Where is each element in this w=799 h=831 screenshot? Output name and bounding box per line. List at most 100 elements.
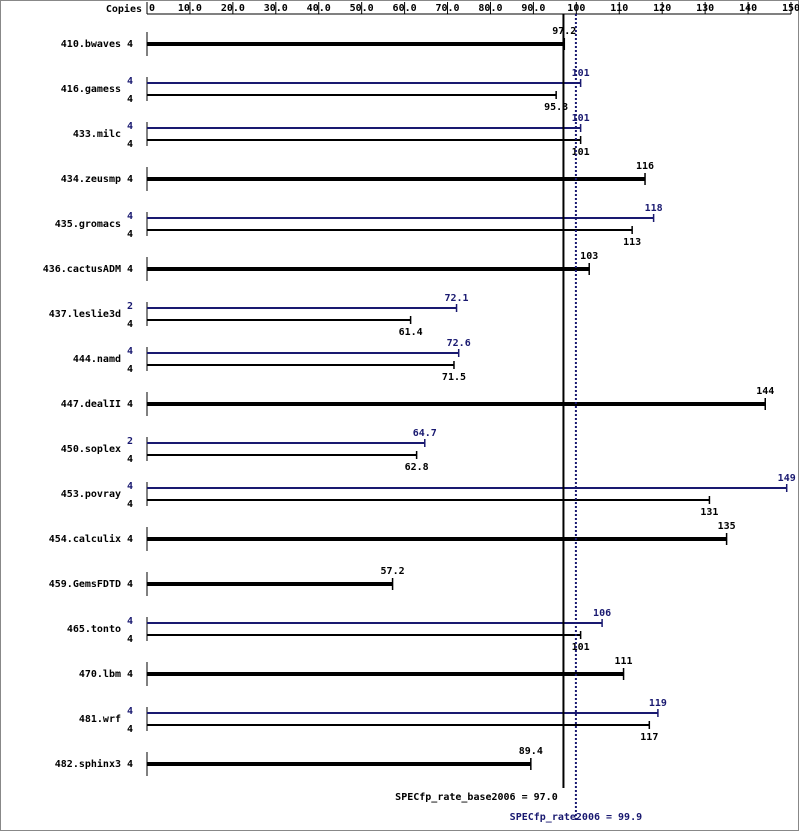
value-label: 89.4 — [519, 746, 543, 757]
x-tick-label: 60.0 — [393, 3, 417, 14]
copies: 4 — [127, 481, 133, 492]
benchmark-name: 410.bwaves — [61, 39, 121, 50]
x-tick-label: 50.0 — [350, 3, 374, 14]
copies: 4 — [127, 76, 133, 87]
bar — [147, 82, 581, 84]
benchmark-name: 459.GemsFDTD — [49, 579, 121, 590]
x-tick-label: 90.0 — [521, 3, 545, 14]
value-label: 57.2 — [381, 566, 405, 577]
value-label: 113 — [623, 237, 641, 248]
benchmark-name: 470.lbm — [79, 669, 121, 680]
x-tick-label: 140 — [739, 3, 757, 14]
value-label: 64.7 — [413, 428, 437, 439]
copies: 4 — [127, 264, 133, 275]
copies: 4 — [127, 616, 133, 627]
value-label: 149 — [778, 473, 796, 484]
copies: 4 — [127, 669, 133, 680]
bar — [147, 672, 624, 676]
copies: 2 — [127, 436, 133, 447]
bar — [147, 537, 727, 541]
copies-header: Copies — [106, 3, 142, 15]
value-label: 116 — [636, 161, 654, 172]
copies: 4 — [127, 39, 133, 50]
bar — [147, 762, 531, 766]
bar — [147, 634, 581, 636]
copies: 4 — [127, 706, 133, 717]
benchmark-name: 447.dealII — [61, 399, 121, 410]
copies: 4 — [127, 346, 133, 357]
copies: 4 — [127, 634, 133, 645]
value-label: 111 — [615, 656, 633, 667]
value-label: 101 — [572, 147, 590, 158]
value-label: 118 — [645, 203, 663, 214]
benchmark-name: 436.cactusADM — [43, 264, 121, 275]
value-label: 101 — [572, 642, 590, 653]
copies: 4 — [127, 454, 133, 465]
bar — [147, 217, 654, 219]
value-label: 131 — [700, 507, 718, 518]
bar — [147, 487, 787, 489]
x-tick-label: 10.0 — [178, 3, 202, 14]
copies: 4 — [127, 229, 133, 240]
bar — [147, 724, 650, 726]
x-tick-label: 80.0 — [478, 3, 502, 14]
copies: 4 — [127, 724, 133, 735]
value-label: 106 — [593, 608, 611, 619]
copies: 4 — [127, 579, 133, 590]
copies: 4 — [127, 174, 133, 185]
copies: 4 — [127, 759, 133, 770]
copies: 2 — [127, 301, 133, 312]
x-tick-label: 20.0 — [221, 3, 245, 14]
value-label: 101 — [572, 68, 590, 79]
benchmark-name: 435.gromacs — [55, 219, 121, 230]
copies: 4 — [127, 534, 133, 545]
bar — [147, 454, 417, 456]
benchmark-name: 465.tonto — [67, 624, 121, 635]
bar — [147, 712, 658, 714]
value-label: 71.5 — [442, 372, 466, 383]
x-tick-label: 70.0 — [435, 3, 459, 14]
benchmark-name: 433.milc — [73, 128, 121, 140]
benchmark-name: 416.gamess — [61, 84, 121, 95]
bar — [147, 402, 766, 406]
copies: 4 — [127, 211, 133, 222]
x-tick-label: 110 — [610, 3, 628, 14]
bar — [147, 267, 590, 271]
value-label: 62.8 — [405, 462, 429, 473]
benchmark-name: 454.calculix — [49, 533, 121, 545]
copies: 4 — [127, 399, 133, 410]
benchmark-name: 437.leslie3d — [49, 308, 121, 320]
x-tick-label: 30.0 — [264, 3, 288, 14]
benchmark-name: 450.soplex — [61, 444, 121, 455]
value-label: 72.1 — [445, 293, 469, 304]
copies: 4 — [127, 121, 133, 132]
value-label: 72.6 — [447, 338, 471, 349]
reference-label: SPECfp_rate2006 = 99.9 — [510, 812, 642, 823]
value-label: 95.3 — [544, 102, 568, 113]
benchmark-name: 481.wrf — [79, 714, 121, 725]
bar — [147, 442, 425, 444]
benchmark-name: 482.sphinx3 — [55, 758, 121, 770]
bar — [147, 319, 411, 321]
benchmark-name: 453.povray — [61, 489, 121, 500]
value-label: 101 — [572, 113, 590, 124]
value-label: 117 — [640, 732, 658, 743]
x-tick-label: 100 — [567, 3, 585, 14]
x-tick-label: 40.0 — [307, 3, 331, 14]
copies: 4 — [127, 94, 133, 105]
value-label: 61.4 — [399, 327, 423, 338]
bar — [147, 364, 454, 366]
value-label: 103 — [580, 251, 598, 262]
bar — [147, 307, 457, 309]
reference-label: SPECfp_rate_base2006 = 97.0 — [395, 792, 558, 803]
benchmark-name: 434.zeusmp — [61, 174, 121, 185]
bar — [147, 499, 710, 501]
copies: 4 — [127, 319, 133, 330]
x-tick-label: 0 — [149, 3, 155, 14]
bar — [147, 582, 393, 586]
x-tick-label: 130 — [696, 3, 714, 14]
benchmark-name: 444.namd — [73, 354, 121, 365]
